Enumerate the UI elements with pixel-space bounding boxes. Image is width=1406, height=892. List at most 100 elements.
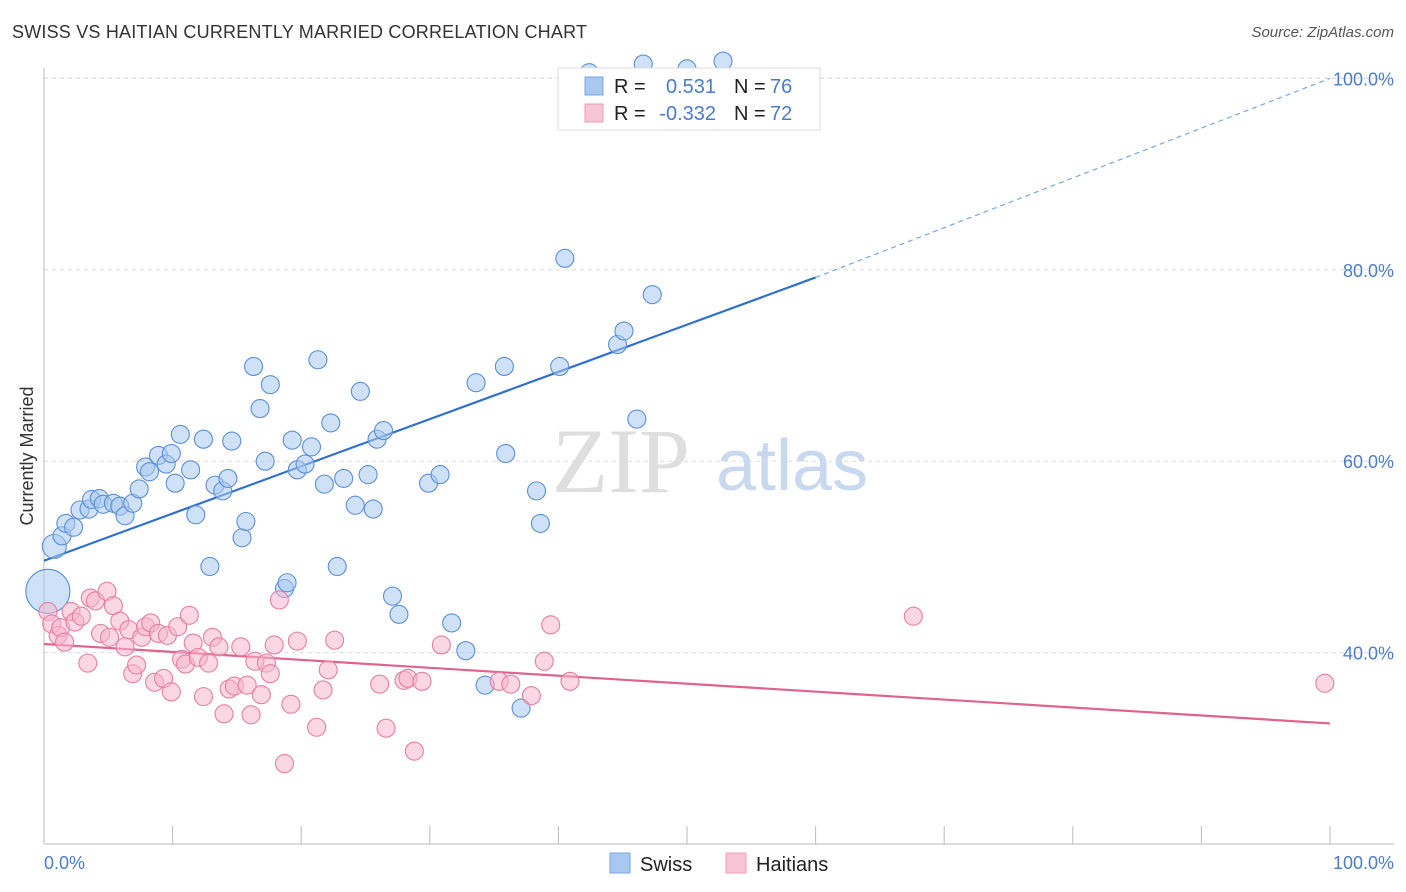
point-swiss-30 — [232, 528, 252, 548]
legend-label-haitians: Haitians — [756, 854, 828, 876]
point-swiss-48 — [350, 381, 370, 401]
point-swiss-35 — [260, 375, 280, 395]
point-haitians-68 — [541, 615, 561, 635]
stats-n-value-swiss: 76 — [770, 76, 792, 98]
source-label: Source: ZipAtlas.com — [1251, 24, 1394, 41]
point-haitians-34 — [193, 687, 214, 707]
point-swiss-40 — [295, 454, 315, 474]
point-swiss-61 — [494, 356, 514, 377]
y-tick-label-2: 80.0% — [1343, 261, 1394, 281]
point-haitians-61 — [404, 741, 424, 761]
point-haitians-43 — [241, 705, 261, 725]
stats-n-value-haitians: 72 — [770, 103, 792, 125]
point-swiss-46 — [334, 468, 354, 488]
x-tick-label-min: 0.0% — [44, 853, 85, 873]
point-haitians-27 — [161, 682, 181, 702]
point-swiss-22 — [181, 460, 201, 480]
point-swiss-44 — [321, 413, 341, 433]
point-swiss-16 — [139, 462, 160, 482]
point-swiss-21 — [170, 424, 190, 444]
point-haitians-47 — [260, 664, 280, 684]
point-swiss-41 — [301, 437, 322, 457]
point-swiss-25 — [200, 556, 220, 577]
point-swiss-49 — [358, 465, 378, 485]
point-swiss-64 — [526, 481, 547, 501]
point-haitians-54 — [313, 680, 333, 700]
point-swiss-28 — [218, 468, 238, 488]
point-haitians-65 — [501, 674, 521, 694]
point-haitians-35 — [199, 653, 219, 673]
point-haitians-37 — [209, 637, 229, 657]
trend-line-swiss-extension — [815, 77, 1331, 279]
stats-swatch-swiss — [584, 76, 604, 96]
point-swiss-54 — [389, 604, 409, 624]
point-swiss-58 — [456, 641, 476, 661]
point-swiss-31 — [236, 511, 256, 532]
point-haitians-8 — [78, 653, 98, 673]
point-haitians-53 — [307, 717, 327, 737]
x-tick-label-max: 100.0% — [1333, 853, 1394, 873]
point-swiss-20 — [165, 473, 185, 493]
point-haitians-55 — [318, 660, 338, 680]
stats-r-label-swiss: R = — [614, 76, 646, 98]
point-swiss-67 — [555, 248, 575, 268]
point-haitians-16 — [115, 637, 135, 657]
point-swiss-47 — [345, 495, 365, 515]
point-haitians-41 — [231, 637, 251, 657]
chart-title: SWISS VS HAITIAN CURRENTLY MARRIED CORRE… — [12, 22, 588, 42]
y-tick-labels: 40.0% 60.0% 80.0% 100.0% — [1333, 69, 1394, 663]
point-swiss-24 — [193, 429, 214, 449]
point-haitians-19 — [127, 655, 147, 675]
point-swiss-4 — [64, 517, 84, 537]
point-swiss-32 — [244, 356, 264, 377]
point-haitians-28 — [168, 617, 188, 637]
point-haitians-49 — [269, 590, 289, 610]
watermark-atlas: atlas — [716, 426, 868, 506]
trend-line-swiss — [43, 276, 816, 562]
point-swiss-23 — [186, 505, 206, 525]
stats-r-value-swiss: 0.531 — [666, 76, 716, 98]
point-haitians-31 — [179, 605, 199, 625]
point-haitians-67 — [534, 651, 554, 671]
point-swiss-50 — [363, 499, 383, 519]
point-haitians-70 — [903, 606, 923, 626]
legend-label-swiss: Swiss — [640, 854, 692, 876]
point-haitians-52 — [287, 631, 307, 651]
point-haitians-56 — [325, 630, 345, 650]
y-tick-label-0: 40.0% — [1343, 644, 1394, 664]
point-haitians-42 — [237, 675, 257, 695]
point-haitians-51 — [281, 694, 301, 714]
point-swiss-19 — [161, 443, 181, 464]
point-swiss-34 — [255, 451, 275, 471]
point-haitians-7 — [71, 606, 91, 626]
stats-swatch-haitians — [584, 103, 604, 123]
point-haitians-62 — [412, 671, 432, 691]
trend-lines — [43, 77, 1331, 725]
point-haitians-69 — [560, 671, 580, 691]
point-haitians-57 — [370, 674, 390, 694]
point-swiss-69 — [614, 321, 634, 341]
point-swiss-71 — [642, 285, 662, 305]
point-haitians-13 — [100, 627, 120, 647]
point-swiss-29 — [222, 431, 242, 451]
point-haitians-48 — [264, 635, 284, 655]
point-swiss-70 — [627, 409, 647, 429]
stats-n-label-swiss: N = — [734, 76, 766, 98]
point-swiss-63 — [511, 698, 531, 718]
point-swiss-75 — [713, 51, 733, 71]
point-swiss-38 — [282, 430, 302, 450]
point-swiss-42 — [308, 350, 328, 370]
series-legend: Swiss Haitians — [609, 852, 828, 876]
data-points — [25, 51, 1335, 774]
y-tick-label-1: 60.0% — [1343, 452, 1394, 472]
point-swiss-33 — [250, 399, 270, 419]
point-swiss-37 — [277, 573, 297, 593]
point-haitians-50 — [274, 754, 295, 774]
legend-swatch-swiss — [609, 852, 631, 874]
legend-swatch-haitians — [725, 852, 747, 874]
point-haitians-45 — [251, 685, 271, 705]
point-swiss-43 — [314, 474, 334, 494]
stats-n-label-haitians: N = — [734, 103, 766, 125]
point-swiss-56 — [430, 465, 450, 485]
